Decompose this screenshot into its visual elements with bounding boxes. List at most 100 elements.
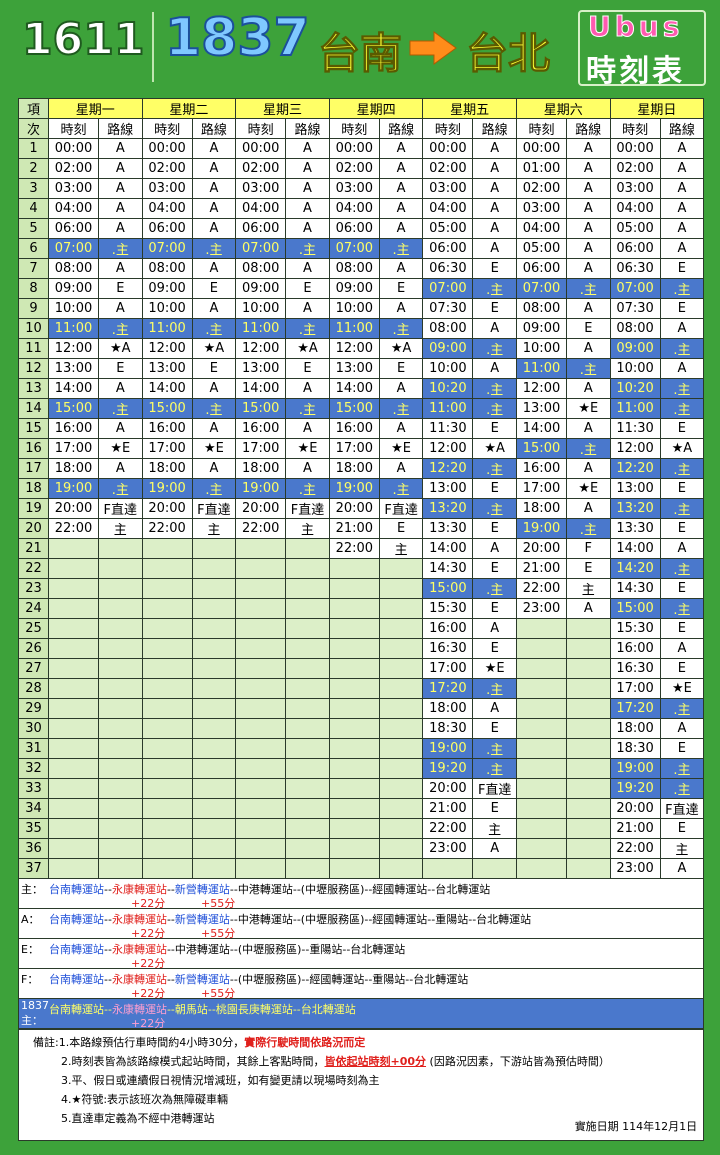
route-cell	[98, 638, 143, 659]
route-cell: A	[285, 158, 330, 179]
time-cell: 11:00	[609, 398, 661, 419]
route-cell: A	[566, 298, 611, 319]
time-cell: 16:00	[48, 418, 99, 439]
time-cell: 14:00	[48, 378, 99, 399]
route-cell	[378, 678, 424, 699]
route-cell: .主	[472, 498, 517, 519]
route-cell: A	[472, 158, 517, 179]
route-cell	[566, 678, 611, 699]
column-header: 路線	[659, 118, 705, 139]
route-cell: .主	[472, 398, 517, 419]
route-cell: E	[98, 278, 143, 299]
time-cell: 17:00	[235, 438, 287, 459]
legend-label: A：	[21, 913, 40, 926]
route-cell	[285, 778, 330, 799]
row-number: 14	[18, 398, 49, 419]
row-number: 29	[18, 698, 49, 719]
time-cell: 13:20	[422, 498, 474, 519]
route-cell: .主	[285, 318, 330, 339]
time-cell	[516, 838, 567, 859]
route-cell: .主	[659, 458, 705, 479]
route-cell: ★E	[566, 478, 611, 499]
arrow-icon	[409, 31, 457, 65]
route-cell: A	[472, 238, 517, 259]
time-cell	[141, 698, 193, 719]
route-cell	[566, 738, 611, 759]
time-cell: 11:00	[235, 318, 287, 339]
route-cell: .主	[191, 318, 237, 339]
time-cell: 14:00	[609, 538, 661, 559]
route-cell: A	[566, 258, 611, 279]
route-cell	[378, 858, 424, 879]
route-cell	[98, 598, 143, 619]
time-cell	[48, 538, 99, 559]
time-cell	[235, 638, 287, 659]
route-number: 1611	[21, 13, 145, 66]
note-piece: 備註:1.本路線預估行車時間約4小時30分，	[33, 1036, 245, 1049]
time-cell: 11:00	[516, 358, 567, 379]
row-number: 21	[18, 538, 49, 559]
route-piece: 新營轉運站	[174, 973, 230, 986]
corner: 次	[18, 118, 49, 139]
route-cell: A	[566, 598, 611, 619]
time-cell: 19:00	[422, 738, 474, 759]
time-cell: 22:00	[609, 838, 661, 859]
route-cell	[285, 658, 330, 679]
time-cell: 15:00	[235, 398, 287, 419]
time-cell: 10:00	[141, 298, 193, 319]
route-cell	[191, 798, 237, 819]
route-cell	[378, 738, 424, 759]
time-cell: 07:00	[328, 238, 380, 259]
route-cell	[285, 618, 330, 639]
route-cell: A	[285, 298, 330, 319]
time-cell	[141, 758, 193, 779]
time-cell	[235, 738, 287, 759]
route-piece: --朝馬站--桃園長庚轉運站--台北轉運站	[166, 1003, 356, 1016]
note-piece: 實際行駛時間依路況而定	[244, 1036, 366, 1049]
route-cell: A	[659, 238, 705, 259]
column-header: 時刻	[235, 118, 287, 139]
time-cell: 04:00	[328, 198, 380, 219]
route-cell: .主	[98, 398, 143, 419]
route-cell: 主	[659, 838, 705, 859]
route-cell	[191, 738, 237, 759]
route-cell	[378, 558, 424, 579]
time-cell: 06:00	[516, 258, 567, 279]
row-number: 7	[18, 258, 49, 279]
time-cell	[48, 698, 99, 719]
time-cell: 10:00	[516, 338, 567, 359]
row-number: 24	[18, 598, 49, 619]
legend-row: F： 台南轉運站--永康轉運站--新營轉運站--(中壢服務區)--經國轉運站--重…	[18, 968, 705, 1000]
route-cell: A	[378, 298, 424, 319]
time-cell	[141, 658, 193, 679]
time-cell: 07:30	[609, 298, 661, 319]
time-cell: 04:00	[609, 198, 661, 219]
legend-route: 台南轉運站--永康轉運站--新營轉運站--中港轉運站--(中壢服務區)--經國轉…	[49, 881, 490, 897]
time-cell: 11:30	[609, 418, 661, 439]
time-cell	[48, 818, 99, 839]
time-cell: 07:00	[609, 278, 661, 299]
route-cell: A	[659, 178, 705, 199]
route-cell: E	[472, 258, 517, 279]
route-cell: A	[472, 538, 517, 559]
time-cell	[516, 638, 567, 659]
route-cell	[285, 598, 330, 619]
brand-box	[578, 10, 706, 86]
route-cell: A	[98, 378, 143, 399]
time-cell: 00:00	[609, 138, 661, 159]
note-piece: 皆依起站時刻+00分	[324, 1055, 427, 1068]
time-cell	[48, 718, 99, 739]
time-cell: 20:00	[516, 538, 567, 559]
route-cell: A	[378, 418, 424, 439]
day-header: 星期日	[609, 98, 705, 119]
route-cell	[566, 758, 611, 779]
route-cell: E	[472, 298, 517, 319]
time-cell	[141, 598, 193, 619]
route-cell: A	[285, 178, 330, 199]
time-cell: 12:20	[609, 458, 661, 479]
route-cell: .主	[659, 598, 705, 619]
route-cell	[378, 758, 424, 779]
legend-label: 主：	[21, 1014, 43, 1027]
time-cell: 10:00	[609, 358, 661, 379]
time-cell: 06:00	[48, 218, 99, 239]
